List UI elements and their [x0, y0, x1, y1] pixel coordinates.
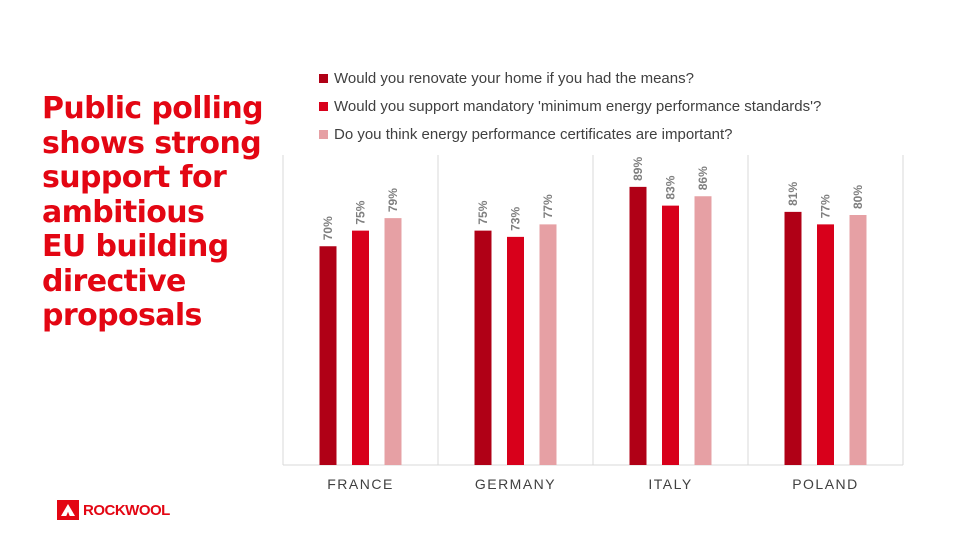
bar	[662, 205, 679, 465]
data-label: 83%	[664, 175, 678, 199]
data-label: 73%	[509, 207, 523, 231]
x-tick-label: GERMANY	[475, 476, 556, 492]
bar	[849, 215, 867, 465]
x-tick-label: POLAND	[792, 476, 859, 492]
chart-legend: Would you renovate your home if you had …	[319, 64, 821, 148]
data-label: 70%	[321, 216, 335, 240]
bar	[539, 224, 557, 465]
rockwool-logo-icon	[57, 500, 79, 520]
legend-label: Would you renovate your home if you had …	[334, 69, 694, 87]
data-label: 80%	[851, 185, 865, 209]
data-label: 75%	[476, 200, 490, 224]
bar	[784, 211, 802, 465]
bar	[694, 196, 712, 465]
data-label: 75%	[354, 200, 368, 224]
rockwool-logo: ROCKWOOL	[57, 500, 170, 520]
data-label: 77%	[819, 194, 833, 218]
bar	[384, 218, 402, 465]
slide-title: Public polling shows strong support for …	[42, 91, 264, 333]
legend-swatch	[319, 73, 328, 83]
legend-label: Would you support mandatory 'minimum ene…	[334, 97, 822, 115]
bar	[319, 246, 337, 465]
bar	[629, 186, 647, 465]
bar	[507, 236, 524, 465]
data-label: 86%	[696, 166, 710, 190]
legend-swatch	[319, 129, 328, 139]
bar	[474, 230, 492, 465]
legend-item-renovate: Would you renovate your home if you had …	[319, 64, 821, 92]
x-tick-label: ITALY	[648, 476, 692, 492]
x-tick-label: FRANCE	[327, 476, 394, 492]
data-label: 89%	[631, 157, 645, 181]
legend-label: Do you think energy performance certific…	[334, 125, 733, 143]
legend-swatch	[319, 101, 328, 111]
legend-item-mandatory-standards: Would you support mandatory 'minimum ene…	[319, 92, 821, 120]
bar	[817, 224, 834, 465]
logo-text: ROCKWOOL	[83, 501, 170, 519]
legend-item-certificates: Do you think energy performance certific…	[319, 120, 821, 148]
bar	[352, 230, 369, 465]
data-label: 81%	[786, 182, 800, 206]
data-label: 79%	[386, 188, 400, 212]
data-label: 77%	[541, 194, 555, 218]
